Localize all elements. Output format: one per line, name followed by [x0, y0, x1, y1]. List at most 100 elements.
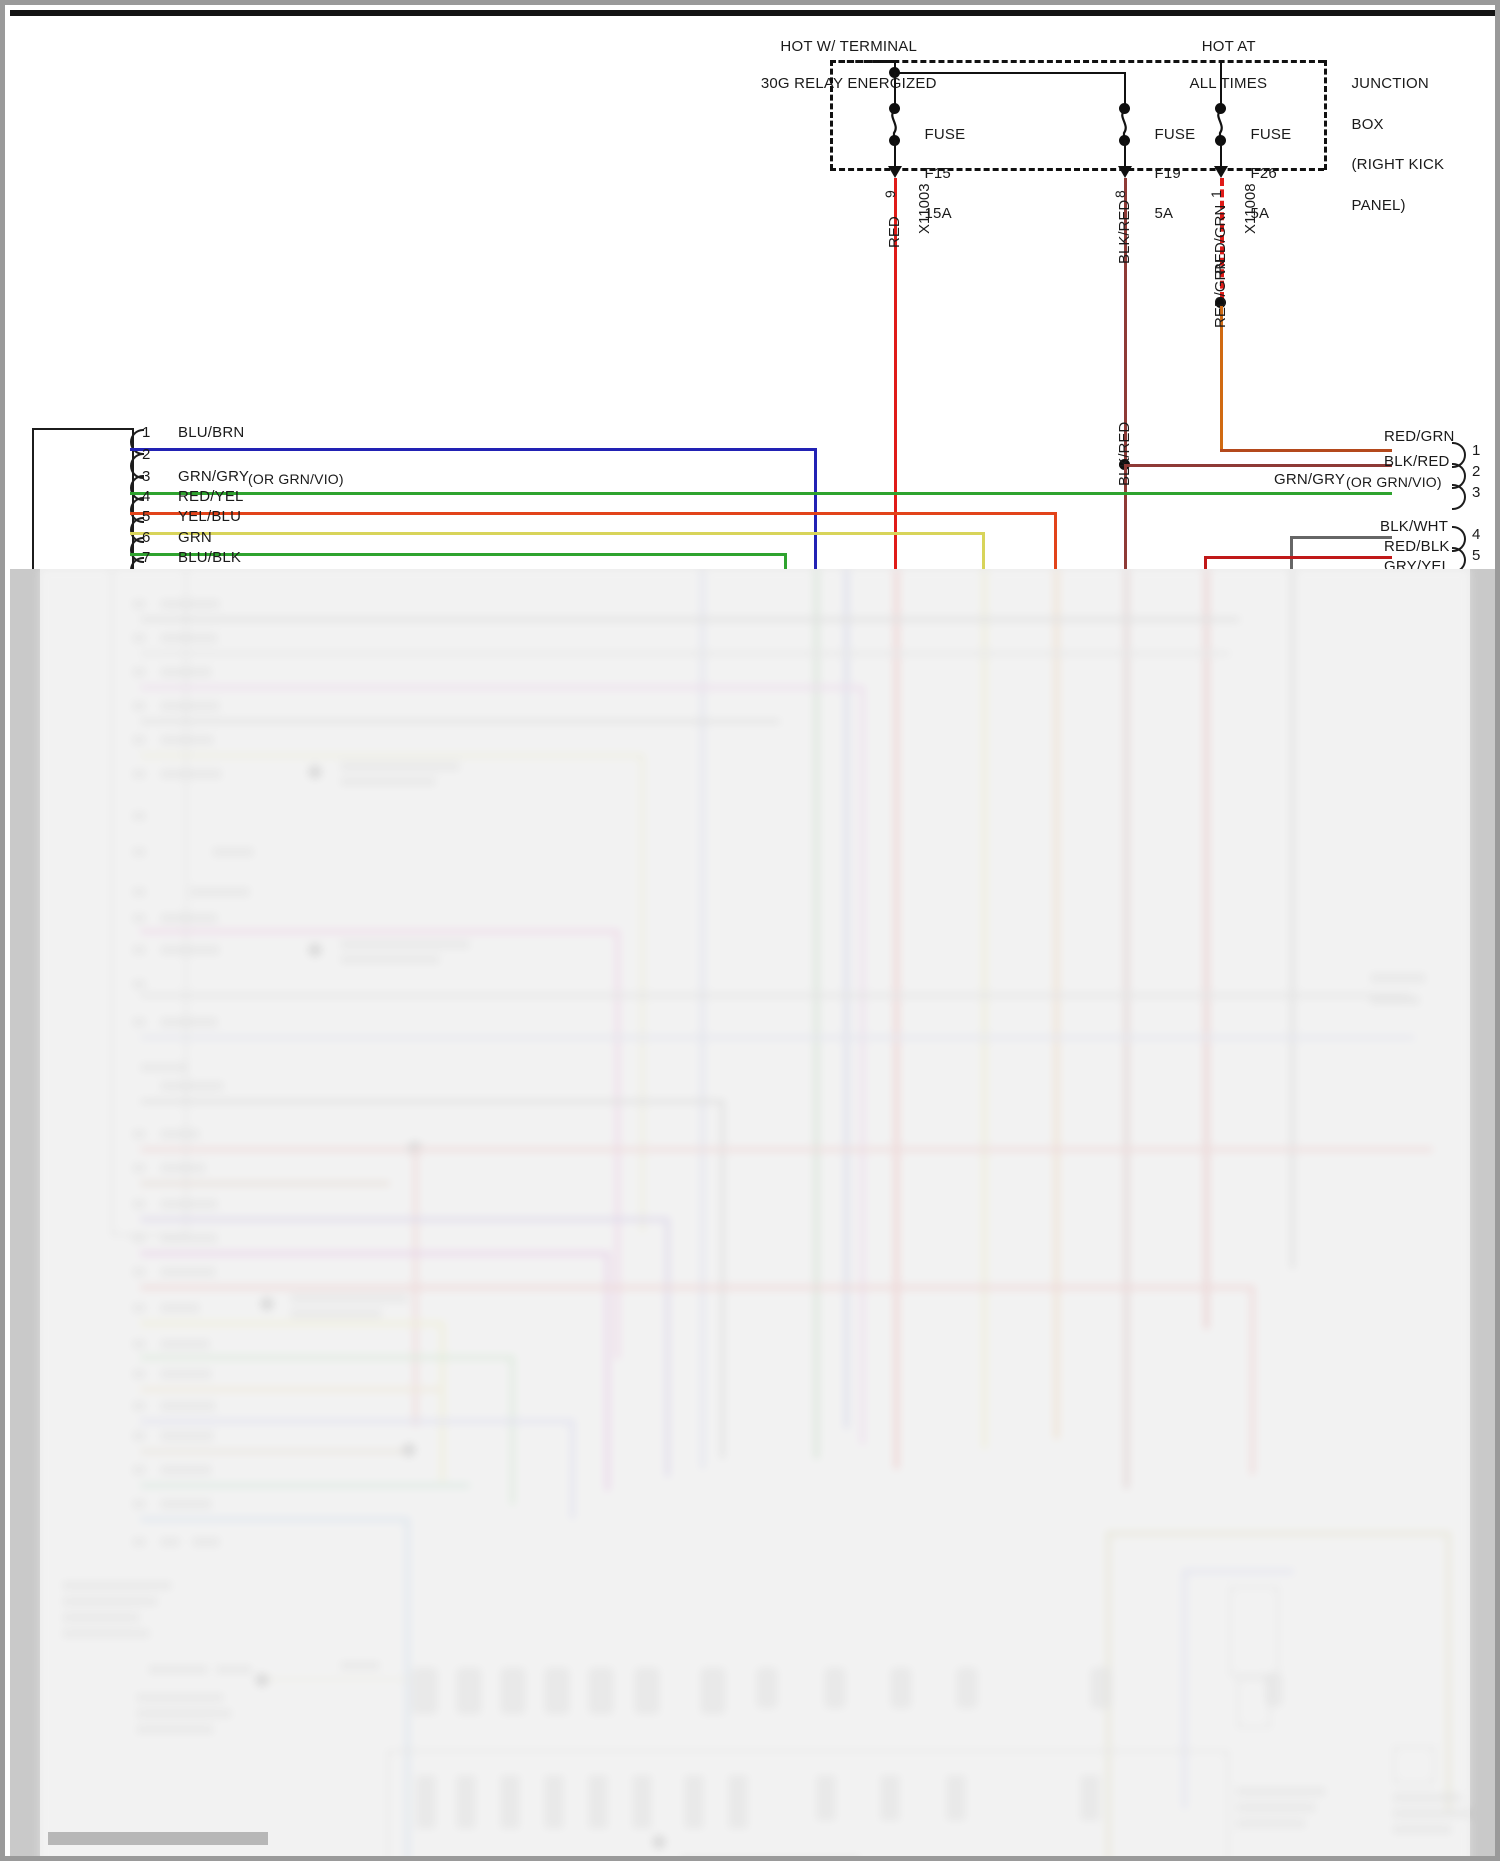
- wire-blkred-mid-label: BLK/RED: [1116, 421, 1133, 486]
- fuse-word: FUSE: [1154, 125, 1196, 143]
- right-wire-label-5: RED/BLK: [1384, 538, 1450, 555]
- right-pin-number-5: 5: [1472, 547, 1481, 564]
- wire-red-color-label: RED: [886, 216, 903, 248]
- fuse-f15-element-icon: [891, 111, 897, 141]
- power-source-line1: HOT AT: [1201, 38, 1256, 56]
- wire-red-connector-label: X11003: [916, 183, 933, 234]
- left-pin-number-4: 4: [142, 488, 151, 505]
- left-wire-label-6: GRN: [178, 529, 212, 546]
- left-wire-label-5: YEL/BLU: [178, 508, 242, 525]
- wire-blu-brn: [130, 448, 815, 451]
- junction-box-label-line1: JUNCTION: [1351, 75, 1429, 93]
- left-pin-number-1: 1: [142, 424, 151, 441]
- power-source-label-f26: HOT AT ALL TIMES: [1140, 20, 1300, 111]
- fuse-rating: 5A: [1250, 204, 1270, 222]
- fuse-word: FUSE: [924, 125, 966, 143]
- right-mid-note-label: (OR GRN/VIO): [1346, 474, 1442, 490]
- wire-redgrn-connector-label: X11008: [1242, 183, 1259, 234]
- junction-box-label: JUNCTION BOX (RIGHT KICK PANEL): [1334, 54, 1444, 236]
- right-wire-label-4: BLK/WHT: [1380, 518, 1449, 535]
- junction-box-right-border: [1324, 60, 1327, 170]
- junction-box-label-line4: PANEL): [1351, 196, 1406, 214]
- right-pin-number-2: 2: [1472, 463, 1481, 480]
- right-wire-label-1: RED/GRN: [1384, 428, 1455, 445]
- junction-feed-drop-f19: [1124, 72, 1126, 108]
- fuse-f19-top-dot: [1119, 103, 1130, 114]
- junction-box-bottom-border: [830, 168, 1324, 171]
- wire-yel-blu-drop: [982, 532, 985, 603]
- left-pin-number-2: 2: [142, 446, 151, 463]
- junction-feed-drop-f26: [1220, 60, 1222, 108]
- power-source-label-f15: HOT W/ TERMINAL 30G RELAY ENERGIZED: [710, 20, 970, 111]
- wire-yel-blu: [130, 532, 983, 535]
- left-pin-number-3: 3: [142, 468, 151, 485]
- fuse-f15-out: [894, 140, 896, 168]
- right-pin-number-1: 1: [1472, 442, 1481, 459]
- fuse-f26-out-arrow-icon: [1214, 166, 1228, 178]
- fuse-f26-out: [1220, 140, 1222, 168]
- wire-redgrn-solid: [1220, 306, 1223, 450]
- left-wire-note-3: (OR GRN/VIO): [248, 471, 344, 487]
- fuse-f19-out-arrow-icon: [1118, 166, 1132, 178]
- junction-box-label-line2: BOX: [1351, 115, 1384, 133]
- left-pin-number-7: 7: [142, 549, 151, 566]
- wire-blu-brn-drop: [814, 448, 817, 603]
- wire-red-feed: [894, 178, 897, 598]
- junction-box-left-border: [830, 60, 833, 170]
- right-wire-label-2: BLK/RED: [1384, 453, 1450, 470]
- power-source-line1: HOT W/ TERMINAL: [780, 38, 918, 56]
- left-pin-number-5: 5: [142, 508, 151, 525]
- right-pin-number-4: 4: [1472, 526, 1481, 543]
- wire-red-yel-drop: [1054, 512, 1057, 603]
- wire-redgrn-to-pin1: [1220, 449, 1392, 452]
- wire-grn: [130, 553, 785, 556]
- fuse-f26-element-icon: [1217, 111, 1223, 141]
- wire-redgrn-solid-label: RED/GRN: [1212, 258, 1229, 328]
- power-source-line2: 30G RELAY ENERGIZED: [760, 74, 937, 92]
- fuse-rating: 15A: [924, 204, 952, 222]
- fuse-word: FUSE: [1250, 125, 1292, 143]
- fuse-f19-label: FUSE F19 5A: [1137, 105, 1195, 244]
- fuse-designation: F15: [924, 165, 951, 183]
- wire-blkred-continue: [1124, 465, 1127, 598]
- wire-grn-gry: [130, 492, 1392, 495]
- junction-box-label-line3: (RIGHT KICK: [1351, 156, 1445, 174]
- left-wire-label-3: GRN/GRY: [178, 468, 250, 485]
- blurred-lower-diagram-region: [10, 569, 1495, 1856]
- right-terminal-3: [1452, 484, 1466, 510]
- junction-box-top-border-left: [830, 60, 895, 63]
- wire-redgrn-splice-dot: [1215, 297, 1226, 308]
- fuse-f19-out: [1124, 140, 1126, 168]
- fuse-f15-label: FUSE F15 15A: [907, 105, 965, 244]
- fuse-designation: F26: [1250, 165, 1277, 183]
- right-mid-color-label: GRN/GRY: [1274, 471, 1346, 488]
- junction-feed-bus: [894, 72, 1125, 74]
- wire-red-pin-label: 9: [882, 190, 898, 198]
- left-wire-label-7: BLU/BLK: [178, 549, 242, 566]
- wire-red-blk: [1204, 556, 1392, 559]
- wire-redgrn-dashed: [1220, 178, 1224, 300]
- junction-feed-drop-f15: [894, 72, 896, 108]
- blurred-lower-diagram-content: [40, 569, 1470, 1856]
- junction-feed-stem-1: [894, 60, 896, 72]
- left-pin-number-6: 6: [142, 529, 151, 546]
- fuse-rating: 5A: [1154, 204, 1174, 222]
- diagram-sheet: HOT W/ TERMINAL 30G RELAY ENERGIZED HOT …: [10, 10, 1495, 1856]
- wire-blkred-to-pin2: [1124, 464, 1392, 467]
- junction-box-top-border-right: [830, 60, 1324, 63]
- wire-blkred-pin-label: 8: [1112, 190, 1128, 198]
- left-wire-label-4: RED/YEL: [178, 488, 244, 505]
- fuse-designation: F19: [1154, 165, 1181, 183]
- wire-blkred-feed: [1124, 178, 1127, 465]
- wire-blk-wht: [1290, 536, 1392, 539]
- watermark: [48, 1832, 268, 1845]
- power-source-line2: ALL TIMES: [1189, 74, 1268, 92]
- wire-blkred-color-label: BLK/RED: [1116, 199, 1133, 264]
- fuse-f15-out-arrow-icon: [888, 166, 902, 178]
- left-wire-label-1: BLU/BRN: [178, 424, 245, 441]
- wire-redgrn-pin-label: 1: [1208, 190, 1224, 198]
- fuse-f19-element-icon: [1121, 111, 1127, 141]
- right-pin-number-3: 3: [1472, 484, 1481, 501]
- wire-red-yel: [130, 512, 1055, 515]
